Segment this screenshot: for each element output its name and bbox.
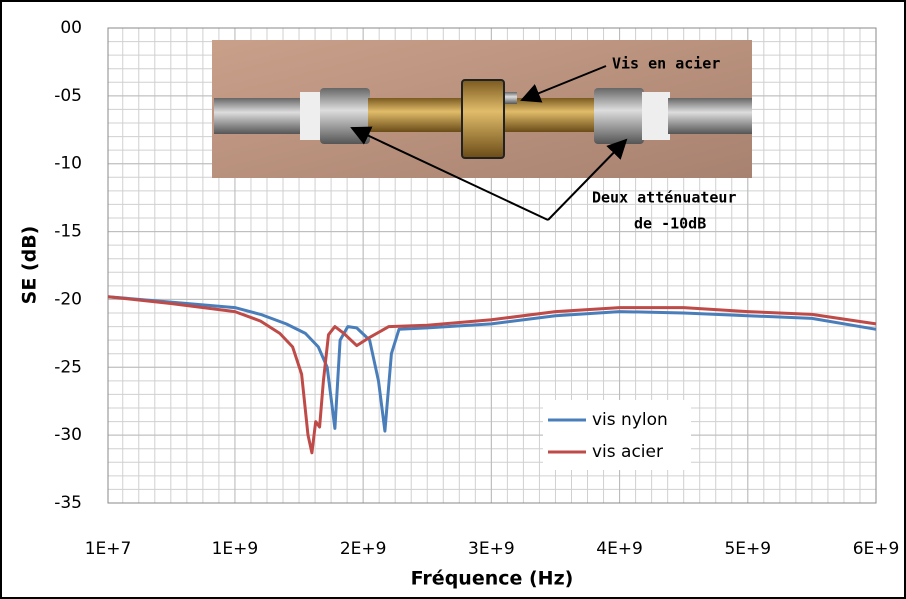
connector <box>214 98 304 134</box>
annotation: Vis en acier <box>612 55 720 73</box>
plot-lines <box>107 295 877 455</box>
x-tick-label: 1E+7 <box>85 539 132 559</box>
x-tick-label: 2E+9 <box>340 539 387 559</box>
x-tick-label: 6E+9 <box>853 539 900 559</box>
x-tick-label: 1E+9 <box>212 539 259 559</box>
arrows <box>350 65 628 221</box>
arrow <box>350 126 549 221</box>
series-line <box>107 295 877 433</box>
x-tick-label: 5E+9 <box>724 539 771 559</box>
x-axis-label: Fréquence (Hz) <box>411 568 574 590</box>
y-tick-label: -30 <box>54 425 82 445</box>
annotation: Deux atténuateur <box>592 189 737 207</box>
connector <box>668 98 752 134</box>
x-tick-label: 4E+9 <box>596 539 643 559</box>
screw <box>505 92 517 104</box>
y-tick-label: -25 <box>54 357 82 377</box>
photo <box>212 40 752 178</box>
legend-label: vis nylon <box>592 410 668 430</box>
plot-area <box>107 27 877 504</box>
y-tick-label: -20 <box>54 289 82 309</box>
y-tick-label: 00 <box>60 18 82 38</box>
y-tick-label: -10 <box>54 154 82 174</box>
x-tick-label: 3E+9 <box>468 539 515 559</box>
y-tick-label: -05 <box>54 86 82 106</box>
nut <box>320 88 370 144</box>
arrow <box>520 65 607 103</box>
series-line <box>107 295 877 455</box>
y-tick-label: -35 <box>54 493 82 513</box>
legend <box>543 400 691 470</box>
legend-label: vis acier <box>592 442 663 462</box>
y-axis-label: SE (dB) <box>19 226 41 305</box>
flange <box>461 79 505 159</box>
y-tick-label: -15 <box>54 222 82 242</box>
nut <box>594 88 644 144</box>
label-band <box>300 92 322 140</box>
arrow <box>547 138 628 221</box>
annotation: de -10dB <box>634 215 706 233</box>
label-band <box>642 92 670 140</box>
